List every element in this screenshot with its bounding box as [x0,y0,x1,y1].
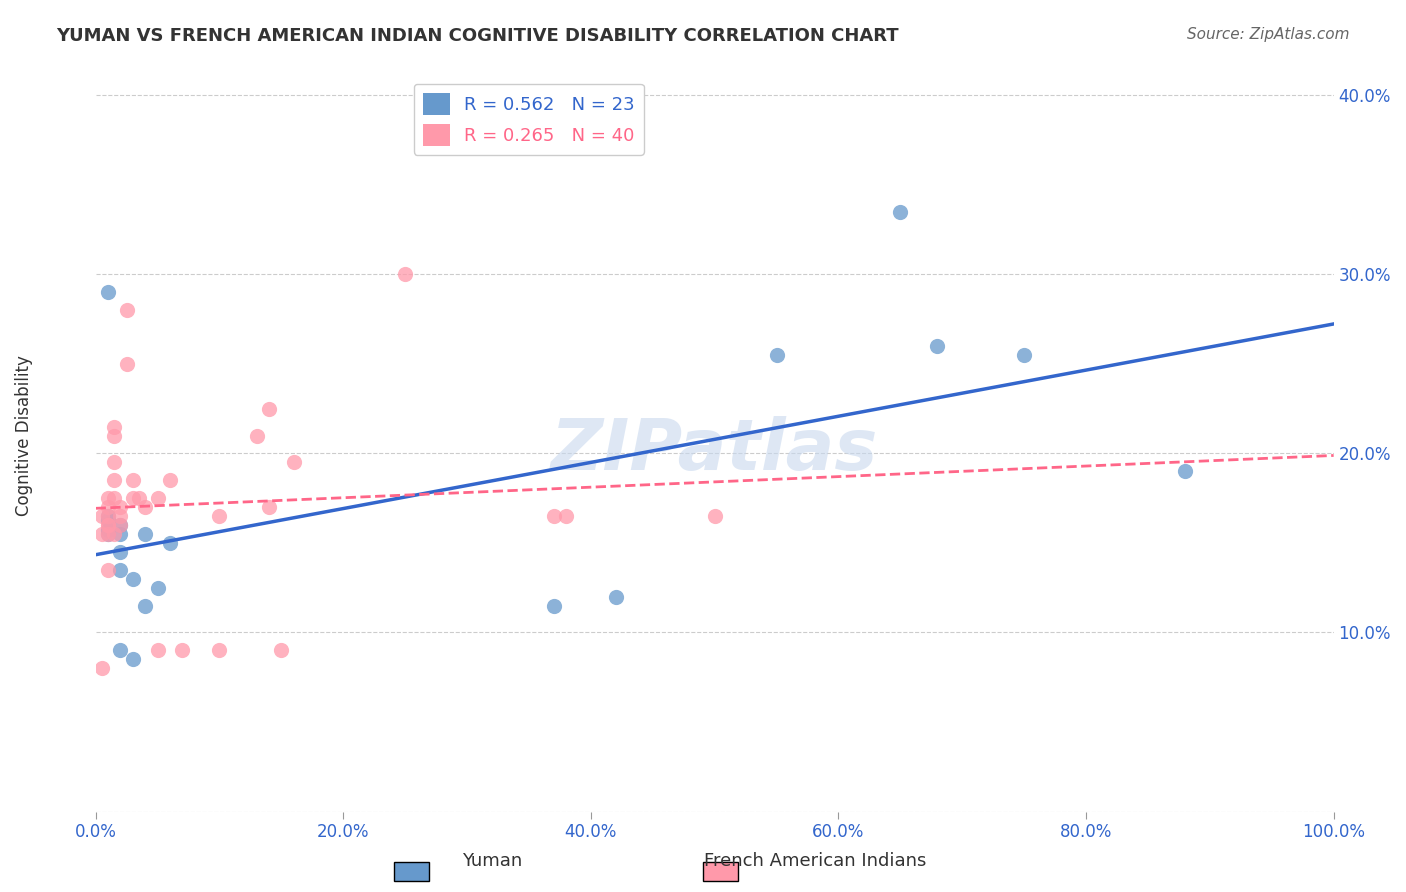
Point [115,303,138,318]
Point [121,491,143,506]
Point [97,527,120,541]
Point [103,419,125,434]
Point [146,491,169,506]
Point [605,590,627,604]
Point [110,518,132,533]
Text: French American Indians: French American Indians [704,852,927,870]
Point [172,643,194,657]
Point [110,518,132,533]
Point [257,500,280,515]
Point [103,455,125,469]
Point [146,643,169,657]
Y-axis label: Cognitive Disability: Cognitive Disability [15,355,32,516]
Point [110,545,132,559]
Point [97,491,120,506]
Point [208,509,231,524]
Point [115,357,138,371]
Point [121,572,143,586]
Point [110,509,132,524]
Point [110,527,132,541]
Point [927,339,949,353]
Point [703,509,725,524]
Point [103,491,125,506]
Point [159,473,181,487]
Point [97,518,120,533]
Point [128,491,150,506]
Point [97,509,120,524]
Point [543,599,565,613]
Point [110,563,132,577]
Point [555,509,578,524]
Point [146,581,169,595]
Point [543,509,565,524]
Point [90,509,112,524]
Text: Yuman: Yuman [463,852,522,870]
Point [257,401,280,416]
Point [394,268,416,282]
Point [134,527,156,541]
Point [110,500,132,515]
Legend: R = 0.562   N = 23, R = 0.265   N = 40: R = 0.562 N = 23, R = 0.265 N = 40 [413,84,644,155]
Point [159,536,181,550]
Point [97,509,120,524]
Point [889,204,911,219]
Point [97,527,120,541]
Point [134,500,156,515]
Point [270,643,292,657]
Point [97,563,120,577]
Text: Source: ZipAtlas.com: Source: ZipAtlas.com [1187,27,1350,42]
Point [97,513,120,527]
Point [283,455,305,469]
Point [97,524,120,538]
Point [103,527,125,541]
Point [90,527,112,541]
Point [134,599,156,613]
Point [103,473,125,487]
Point [103,428,125,442]
Point [121,473,143,487]
Point [97,500,120,515]
Point [765,348,787,362]
Point [245,428,267,442]
Point [90,661,112,675]
Point [97,285,120,300]
Point [1012,348,1035,362]
Point [1174,464,1197,478]
Point [110,643,132,657]
Point [208,643,231,657]
Text: ZIPatlas: ZIPatlas [551,416,879,485]
Point [121,652,143,666]
Point [97,518,120,533]
Text: YUMAN VS FRENCH AMERICAN INDIAN COGNITIVE DISABILITY CORRELATION CHART: YUMAN VS FRENCH AMERICAN INDIAN COGNITIV… [56,27,898,45]
